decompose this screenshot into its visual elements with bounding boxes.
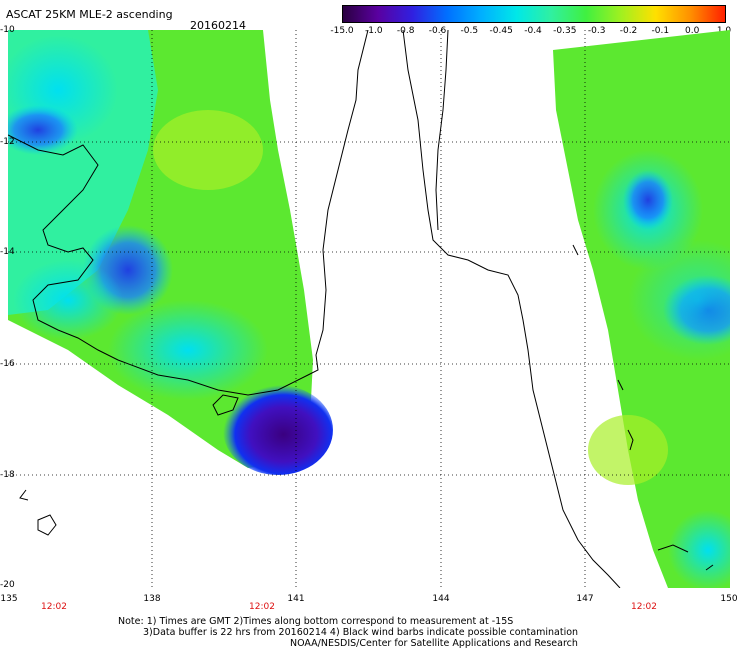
- note-line-2: 3)Data buffer is 22 hrs from 20160214 4)…: [143, 627, 579, 638]
- colorbar-label: -0.8: [396, 26, 415, 36]
- lon-label: 144: [432, 594, 450, 604]
- lon-label: 141: [287, 594, 305, 604]
- colorbar-label: -0.35: [553, 26, 577, 36]
- lon-label: 135: [0, 594, 18, 604]
- colorbar-label: -15.0: [330, 26, 354, 36]
- time-label: 12:02: [41, 602, 67, 612]
- lat-label: -12: [0, 137, 15, 147]
- colorbar-label: 0.0: [684, 26, 700, 36]
- right-swath: [553, 30, 730, 588]
- lon-label: 147: [576, 594, 594, 604]
- lat-label: -18: [0, 470, 15, 480]
- lat-label: -14: [0, 247, 15, 257]
- time-label: 12:02: [631, 602, 657, 612]
- colorbar: [342, 5, 726, 23]
- colorbar-label: -1.0: [365, 26, 383, 36]
- lat-label: -10: [0, 25, 15, 35]
- lon-label: 138: [143, 594, 161, 604]
- note-line-3: NOAA/NESDIS/Center for Satellite Applica…: [290, 638, 578, 649]
- colorbar-label: -0.4: [524, 26, 542, 36]
- time-label: 12:02: [249, 602, 275, 612]
- map-date: 20160214: [190, 19, 246, 32]
- colorbar-label: -0.3: [587, 26, 606, 36]
- note-line-1: Note: 1) Times are GMT 2)Times along bot…: [118, 616, 514, 627]
- colorbar-label: -0.2: [619, 26, 638, 36]
- colorbar-label: -0.45: [489, 26, 513, 36]
- lat-label: -16: [0, 359, 15, 369]
- map-title: ASCAT 25KM MLE-2 ascending: [6, 8, 173, 21]
- coastline: [8, 30, 714, 588]
- lon-label: 150: [720, 594, 738, 604]
- colorbar-label: -0.6: [428, 26, 447, 36]
- colorbar-label: -0.5: [460, 26, 479, 36]
- lat-label: -20: [0, 580, 15, 590]
- colorbar-label: -0.1: [651, 26, 670, 36]
- swath-map: [8, 30, 730, 588]
- left-swath: [8, 30, 333, 475]
